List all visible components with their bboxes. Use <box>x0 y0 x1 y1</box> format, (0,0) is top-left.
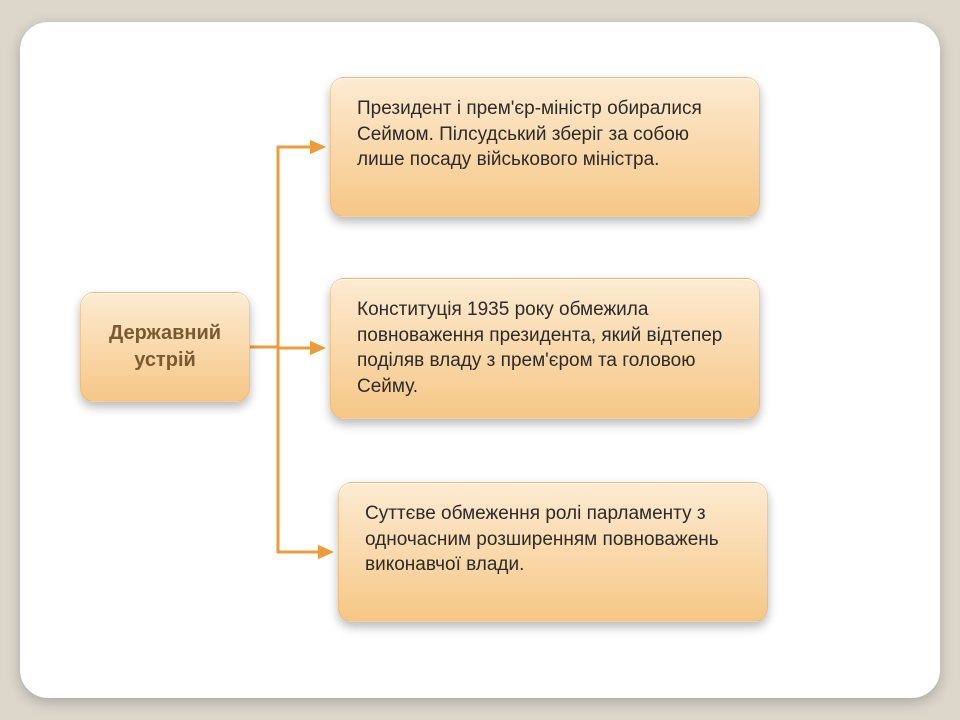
child-node-2: Суттєве обмеження ролі парламенту з одно… <box>338 482 768 622</box>
child-node-0: Президент і прем'єр-міністр обиралися Се… <box>330 77 760 217</box>
root-label-line2: устрій <box>134 349 196 371</box>
slide-card: Державний устрій Президент і прем'єр-мін… <box>20 22 940 698</box>
child-node-1: Конституція 1935 року обмежила повноваже… <box>330 278 760 419</box>
child-text: Президент і прем'єр-міністр обиралися Се… <box>357 98 702 170</box>
root-label: Державний устрій <box>109 320 221 374</box>
child-text: Конституція 1935 року обмежила повноваже… <box>357 299 722 397</box>
root-label-line1: Державний <box>109 322 221 344</box>
root-node: Державний устрій <box>80 292 250 402</box>
child-text: Суттєве обмеження ролі парламенту з одно… <box>365 503 719 575</box>
